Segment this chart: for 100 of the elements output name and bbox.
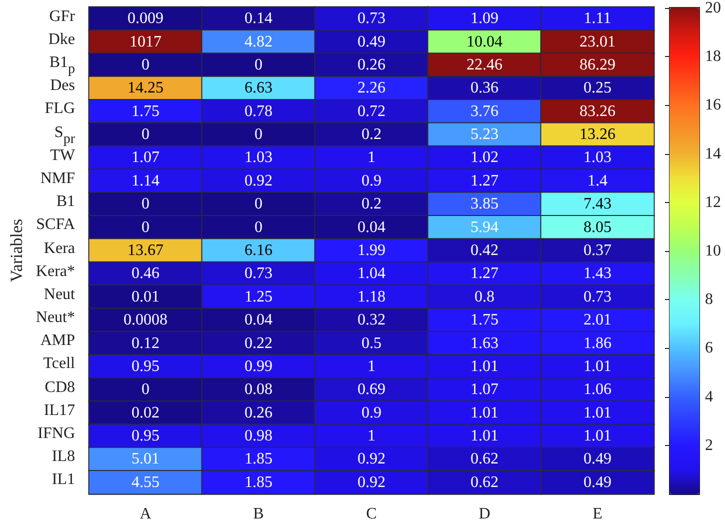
data-label: 0.08 xyxy=(244,381,272,398)
x-tick-label: D xyxy=(478,506,490,522)
data-label: 0.69 xyxy=(358,381,386,398)
data-label: 0.95 xyxy=(132,358,160,375)
color-bar-label: 16 xyxy=(705,96,721,114)
data-label: 8.05 xyxy=(584,218,612,236)
data-label: 1.4 xyxy=(588,172,608,190)
data-label: 6.16 xyxy=(244,242,272,259)
y-tick-label: Dke xyxy=(48,30,75,49)
y-tick-label: AMP xyxy=(40,332,75,350)
data-label: 0.02 xyxy=(132,404,160,422)
data-label: 5.01 xyxy=(132,450,160,468)
data-label: 0.49 xyxy=(584,450,612,468)
data-label: 0.73 xyxy=(584,288,612,306)
data-label: 1.14 xyxy=(132,172,160,190)
data-label: 0.2 xyxy=(362,126,382,144)
data-label: 83.26 xyxy=(580,102,616,120)
y-axis-title: Variables xyxy=(7,218,26,282)
data-label: 1.85 xyxy=(244,474,272,491)
data-label: 0 xyxy=(254,126,262,144)
data-label: 0 xyxy=(254,218,262,236)
data-label: 1.25 xyxy=(244,288,272,306)
data-label: 1.63 xyxy=(470,334,498,352)
data-label: 0.26 xyxy=(358,56,386,74)
data-label: 7.43 xyxy=(584,196,612,213)
data-label: 0 xyxy=(142,196,150,213)
y-tick-label: Tcell xyxy=(43,355,75,374)
data-label: 0.9 xyxy=(362,172,382,190)
color-bar-label: 14 xyxy=(705,145,721,162)
data-label: 0.32 xyxy=(358,312,386,329)
data-label: 3.76 xyxy=(470,102,498,120)
data-label: 0.73 xyxy=(358,10,386,28)
x-tick-label: A xyxy=(140,506,152,522)
data-label: 0.2 xyxy=(362,196,382,213)
data-label: 1 xyxy=(368,149,376,166)
color-bar-label: 8 xyxy=(705,291,713,308)
data-label: 1.03 xyxy=(244,149,272,166)
data-label: 1.27 xyxy=(470,172,498,190)
data-label: 1.27 xyxy=(470,265,498,282)
data-label: 5.23 xyxy=(470,126,498,144)
data-label: 4.82 xyxy=(244,33,272,50)
y-tick-label: GFr xyxy=(49,8,75,26)
data-label: 1 xyxy=(368,428,376,445)
data-label: 14.25 xyxy=(128,80,164,97)
data-label: 0.72 xyxy=(358,102,386,120)
data-label: 0.99 xyxy=(244,358,272,375)
y-tick-label: Neut xyxy=(44,286,75,304)
data-label: 13.67 xyxy=(128,242,164,259)
data-label: 1.01 xyxy=(470,358,498,375)
data-label: 1.01 xyxy=(584,404,612,422)
y-tick-label: IFNG xyxy=(38,425,75,444)
data-label: 0.25 xyxy=(584,80,612,97)
data-label: 1.01 xyxy=(470,404,498,422)
data-label: 0.92 xyxy=(358,474,386,491)
data-label: 0.12 xyxy=(132,334,160,352)
y-tick-label: B1 xyxy=(56,193,75,212)
data-label: 0.62 xyxy=(470,474,498,491)
data-label: 1.18 xyxy=(358,288,386,306)
data-label: 1.01 xyxy=(584,428,612,445)
data-label: 0.01 xyxy=(132,288,160,306)
y-tick-label: IL8 xyxy=(52,448,75,466)
data-label: 0.49 xyxy=(584,474,612,491)
data-label: 1.03 xyxy=(584,149,612,166)
data-label: 1.06 xyxy=(584,381,612,398)
data-label: 1.01 xyxy=(584,358,612,375)
data-label: 0.92 xyxy=(244,172,272,190)
data-label: 0.0008 xyxy=(124,312,168,329)
data-label: 0.62 xyxy=(470,450,498,468)
data-label: 3.85 xyxy=(470,196,498,213)
data-label: 0 xyxy=(142,126,150,144)
x-tick-label: E xyxy=(592,506,602,522)
data-label: 0.14 xyxy=(244,10,272,28)
data-label: 2.01 xyxy=(584,312,612,329)
data-label: 0 xyxy=(254,196,262,213)
data-label: 1.75 xyxy=(470,312,498,329)
y-tick-label: FLG xyxy=(44,100,75,118)
y-tick-label: Kera xyxy=(44,240,75,258)
data-label: 1.07 xyxy=(132,149,160,166)
data-label: 0.98 xyxy=(244,428,272,445)
color-bar-label: 4 xyxy=(705,388,713,406)
data-label: 0.78 xyxy=(244,102,272,120)
color-bar-label: 20 xyxy=(705,0,721,16)
data-label: 1 xyxy=(368,358,376,375)
data-label: 23.01 xyxy=(580,33,616,50)
data-label: 2.26 xyxy=(358,80,386,97)
data-label: 1.85 xyxy=(244,450,272,468)
data-label: 6.63 xyxy=(244,80,272,97)
color-bar-label: 12 xyxy=(705,194,721,211)
data-label: 0.92 xyxy=(358,450,386,468)
x-tick-label: B xyxy=(253,506,264,522)
data-label: 0.95 xyxy=(132,428,160,445)
y-tick-label: Kera* xyxy=(36,262,75,281)
data-label: 1.09 xyxy=(470,10,498,28)
y-tick-label: S$_{pr}$ xyxy=(54,124,75,147)
data-label: 0 xyxy=(142,56,150,74)
data-label: 0.8 xyxy=(474,288,494,306)
data-label: 0.36 xyxy=(470,80,498,97)
data-label: 1.99 xyxy=(358,242,386,259)
data-label: 0 xyxy=(254,56,262,74)
y-tick-label: B1$_{p}$ xyxy=(49,54,75,77)
